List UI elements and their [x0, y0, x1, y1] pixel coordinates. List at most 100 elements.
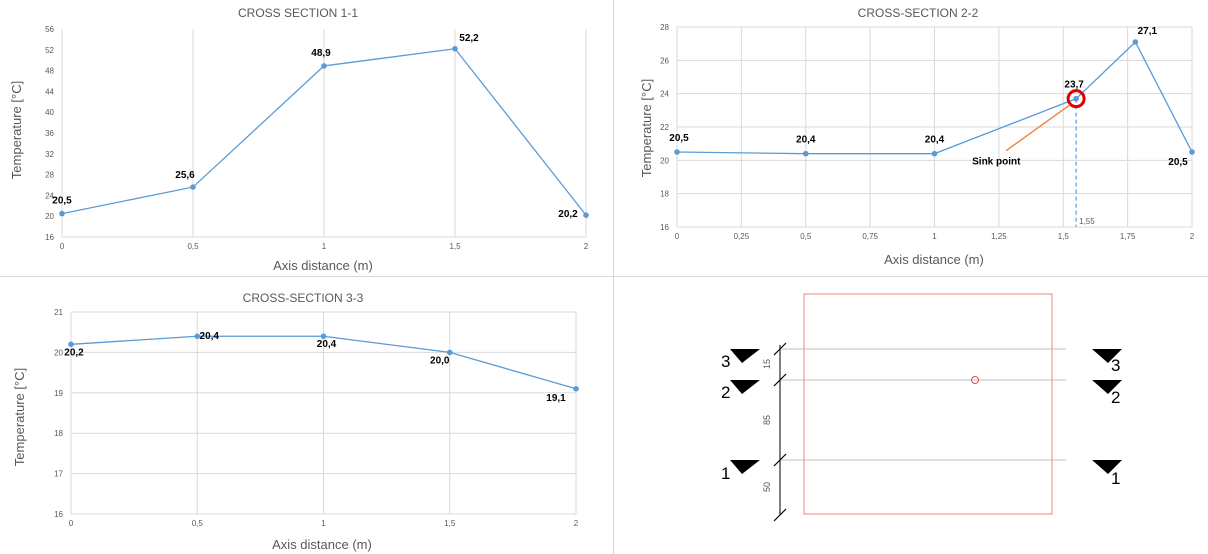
x-tick-label: 0	[69, 519, 74, 528]
section-marker-icon	[730, 349, 760, 363]
x-tick-label: 2	[1190, 232, 1195, 241]
x-tick-label: 1	[321, 519, 326, 528]
data-label: 19,1	[546, 393, 566, 404]
y-tick-label: 19	[54, 389, 63, 398]
y-tick-label: 28	[660, 23, 669, 32]
section-marker-icon	[1092, 380, 1122, 394]
y-tick-label: 56	[45, 25, 54, 34]
x-tick-label: 1,75	[1120, 232, 1136, 241]
y-tick-label: 16	[54, 510, 63, 519]
horizontal-divider	[0, 276, 1208, 277]
y-tick-label: 18	[660, 190, 669, 199]
data-point	[194, 333, 201, 340]
data-label: 20,4	[317, 339, 337, 350]
data-label: 27,1	[1138, 26, 1158, 37]
chart-cross-section-3: CROSS-SECTION 3-3 Axis distance (m) Temp…	[12, 291, 579, 552]
grid	[61, 29, 587, 238]
y-tick-label: 24	[660, 90, 669, 99]
x-tick-label: 0,5	[192, 519, 204, 528]
x-tick-label: 1,5	[1058, 232, 1070, 241]
dimension-label: 85	[762, 415, 772, 425]
y-tick-label: 16	[660, 223, 669, 232]
y-tick-label: 16	[45, 233, 54, 242]
y-tick-label: 52	[45, 46, 54, 55]
section-marker-icon	[730, 460, 760, 474]
vertical-divider	[613, 0, 614, 554]
data-label: 20,2	[558, 209, 578, 220]
data-point	[68, 341, 74, 348]
chart-title: CROSS SECTION 1-1	[238, 6, 358, 20]
dimension-label: 50	[762, 482, 772, 492]
section-marker-icon	[1092, 460, 1122, 474]
chart-title: CROSS-SECTION 3-3	[243, 291, 364, 305]
x-tick-label: 2	[584, 242, 589, 251]
section-label-right-1: 1	[1111, 469, 1120, 488]
x-tick-label: 0,25	[734, 232, 750, 241]
data-label: 20,2	[64, 347, 84, 358]
dimension-tick	[773, 373, 787, 387]
data-label: 20,0	[430, 355, 450, 366]
grid	[676, 26, 1193, 228]
y-tick-label: 48	[45, 67, 54, 76]
y-tick-label: 21	[54, 308, 63, 317]
x-tick-label: 0	[60, 242, 65, 251]
data-point	[1132, 39, 1139, 45]
y-tick-label: 36	[45, 129, 54, 138]
data-point	[446, 349, 453, 356]
data-point	[321, 63, 327, 69]
y-axis-label: Temperature [°C]	[12, 368, 27, 466]
data-label: 25,6	[175, 170, 195, 181]
x-tick-label: 1	[322, 242, 327, 251]
y-tick-label: 18	[54, 429, 63, 438]
y-tick-label: 26	[660, 56, 669, 65]
section-marker-icon	[730, 380, 760, 394]
x-tick-label: 0	[675, 232, 680, 241]
y-tick-label: 24	[45, 191, 54, 200]
sink-point-circle	[1066, 89, 1086, 109]
x-axis-label: Axis distance (m)	[272, 537, 372, 552]
data-point	[190, 184, 196, 190]
series-line	[676, 40, 1193, 155]
data-point	[320, 333, 327, 340]
dimension-tick	[773, 342, 787, 356]
x-tick-label: 0,5	[187, 242, 199, 251]
data-label: 20,4	[796, 135, 816, 146]
sink-point-marker	[971, 376, 979, 384]
section-label-left-1: 1	[721, 464, 730, 483]
x-tick-label: 1,25	[991, 232, 1007, 241]
chart-cross-section-1: CROSS SECTION 1-1 Axis distance (m) Temp…	[9, 6, 589, 273]
y-tick-label: 20	[45, 212, 54, 221]
section-label-right-3: 3	[1111, 356, 1120, 375]
data-label: 48,9	[311, 48, 331, 59]
data-point	[1073, 95, 1079, 102]
data-label: 52,2	[459, 33, 479, 44]
section-outline	[803, 293, 1053, 515]
section-label-left-3: 3	[721, 352, 730, 371]
section-label-left-2: 2	[721, 383, 730, 402]
data-label: 20,4	[925, 135, 945, 146]
x-axis-label: Axis distance (m)	[273, 258, 373, 273]
data-label: 20,5	[1168, 157, 1188, 168]
y-tick-label: 40	[45, 108, 54, 117]
x-tick-label: 2	[574, 519, 579, 528]
chart-title: CROSS-SECTION 2-2	[858, 6, 979, 20]
dimension-tick	[773, 508, 787, 522]
sink-point-label: Sink point	[972, 157, 1021, 168]
data-point	[583, 212, 589, 218]
y-tick-label: 28	[45, 171, 54, 180]
x-tick-label: 1	[932, 232, 937, 241]
data-label: 20,5	[52, 196, 72, 207]
data-label: 20,4	[200, 331, 220, 342]
data-label: 20,5	[669, 133, 689, 144]
y-tick-label: 32	[45, 150, 54, 159]
data-point	[674, 149, 680, 155]
dimension-tick	[773, 453, 787, 467]
y-tick-label: 17	[54, 470, 63, 479]
y-tick-label: 22	[660, 123, 669, 132]
data-point	[931, 150, 938, 157]
data-point	[573, 385, 579, 392]
data-point	[59, 210, 65, 217]
sink-x-value-label: 1,55	[1079, 217, 1095, 226]
x-axis-label: Axis distance (m)	[884, 252, 984, 267]
data-label: 23,7	[1064, 80, 1084, 91]
